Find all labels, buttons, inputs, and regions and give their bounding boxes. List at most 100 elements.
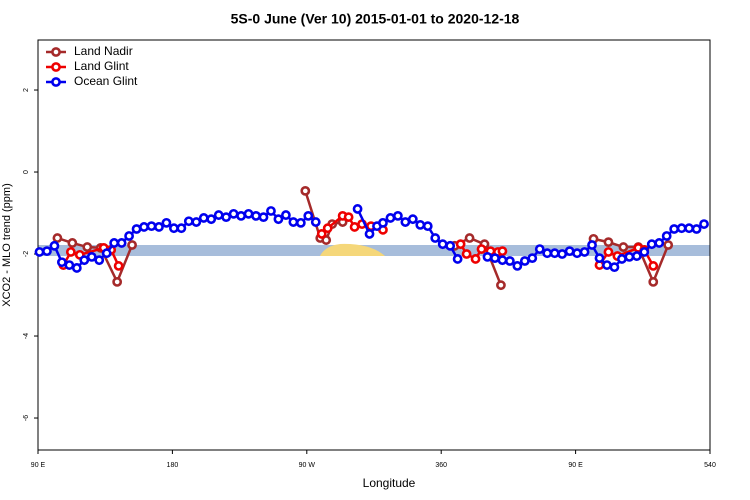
- chart-title: 5S-0 June (Ver 10) 2015-01-01 to 2020-12…: [231, 11, 520, 27]
- y-tick-label: 0: [23, 170, 30, 174]
- point: [352, 204, 363, 214]
- point: [549, 248, 560, 259]
- legend-label: Ocean Glint: [74, 74, 138, 88]
- point: [669, 224, 680, 234]
- point: [603, 237, 614, 248]
- point: [266, 206, 276, 216]
- point: [34, 247, 45, 257]
- point: [300, 185, 311, 196]
- point: [624, 251, 635, 262]
- point: [482, 251, 493, 262]
- point: [139, 222, 149, 232]
- point: [364, 229, 375, 239]
- x-tick-label: 360: [435, 462, 447, 469]
- point: [646, 239, 657, 250]
- point: [654, 238, 665, 248]
- point: [609, 262, 620, 273]
- point: [496, 280, 506, 291]
- point: [527, 253, 538, 264]
- legend-marker: [51, 47, 61, 57]
- point: [243, 208, 254, 219]
- point: [603, 247, 614, 257]
- point: [407, 214, 418, 225]
- point: [112, 276, 123, 287]
- point: [146, 221, 157, 232]
- point: [94, 255, 105, 266]
- point: [131, 224, 142, 234]
- point: [221, 212, 232, 223]
- point: [56, 257, 67, 268]
- point: [213, 210, 224, 220]
- point: [86, 251, 97, 262]
- point: [631, 251, 642, 261]
- point: [618, 242, 629, 252]
- point: [258, 212, 269, 223]
- point: [572, 248, 582, 259]
- point: [64, 260, 75, 270]
- point: [236, 210, 246, 221]
- point: [587, 240, 597, 250]
- point: [512, 261, 523, 271]
- point: [101, 248, 112, 259]
- x-tick-label: 90 E: [568, 462, 583, 469]
- y-tick-label: 2: [23, 88, 30, 92]
- point: [497, 246, 508, 257]
- point: [206, 214, 217, 225]
- point: [557, 249, 568, 259]
- point: [470, 254, 481, 264]
- point: [42, 246, 52, 257]
- legend-marker: [51, 62, 61, 72]
- point: [594, 253, 605, 264]
- point: [273, 214, 284, 225]
- point: [699, 219, 709, 229]
- point: [191, 217, 202, 227]
- point: [648, 261, 659, 271]
- point: [437, 239, 448, 250]
- point: [579, 247, 590, 257]
- point: [639, 247, 650, 257]
- series-line: [57, 190, 670, 286]
- point: [109, 238, 120, 248]
- point: [422, 221, 433, 232]
- y-tick-label: -4: [23, 333, 30, 339]
- point: [127, 240, 137, 250]
- point: [322, 223, 333, 234]
- point: [676, 223, 687, 234]
- point: [124, 231, 134, 241]
- point: [82, 242, 93, 252]
- point: [663, 240, 674, 250]
- point: [67, 238, 78, 248]
- point: [648, 276, 659, 287]
- point: [400, 217, 411, 227]
- point: [154, 222, 164, 232]
- y-tick-label: -2: [23, 251, 30, 257]
- point: [385, 213, 396, 223]
- y-tick-label: -6: [23, 415, 30, 421]
- point: [430, 233, 441, 243]
- point: [310, 217, 321, 227]
- x-tick-label: 90 E: [31, 462, 46, 469]
- point: [455, 239, 466, 250]
- point: [65, 247, 76, 257]
- point: [176, 223, 187, 234]
- point: [476, 244, 487, 254]
- point: [445, 240, 456, 251]
- point: [161, 217, 172, 228]
- x-tick-label: 540: [704, 462, 716, 469]
- point: [71, 263, 82, 273]
- point: [288, 217, 299, 227]
- map-land-band: [320, 243, 385, 256]
- point: [349, 222, 360, 232]
- point: [490, 253, 500, 264]
- point: [392, 210, 403, 221]
- point: [464, 233, 475, 243]
- series-line: [62, 214, 655, 267]
- point: [497, 255, 508, 266]
- plot-frame: [37, 39, 711, 451]
- point: [691, 224, 702, 234]
- point: [343, 212, 354, 223]
- point: [452, 254, 463, 264]
- point: [168, 223, 179, 234]
